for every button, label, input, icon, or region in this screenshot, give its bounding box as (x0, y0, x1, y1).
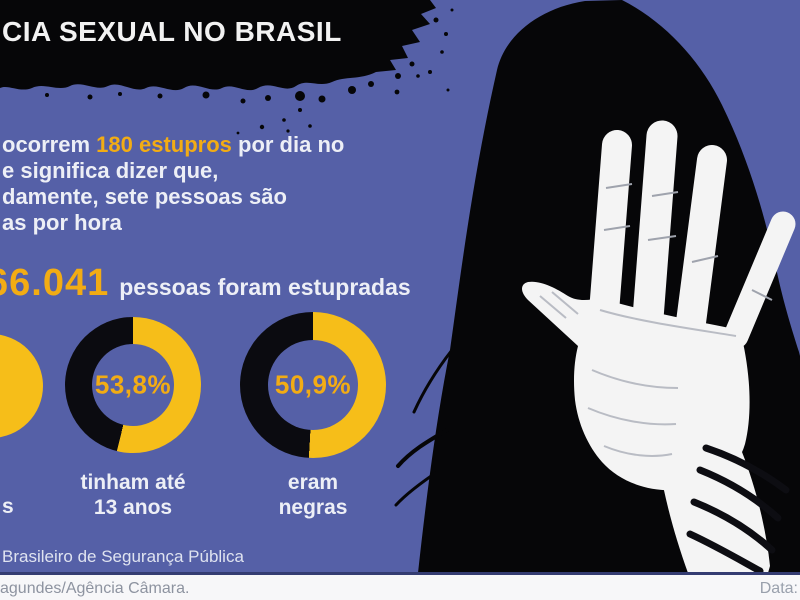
intro-line-3: damente, sete pessoas são (2, 184, 287, 209)
ring-finger (675, 145, 727, 345)
donut-2-label: tinham até 13 anos (80, 471, 186, 519)
footer-strip: agundes/Agência Câmara. Data: (0, 572, 800, 600)
hair-over-wrist (686, 444, 790, 573)
footer-credit: agundes/Agência Câmara. (0, 580, 190, 597)
donut-chart-tinham-ate-13-anos: 53,8% (65, 317, 201, 453)
donut-hole (268, 340, 358, 430)
hair-wisp (412, 348, 454, 414)
pinky-finger (723, 211, 796, 349)
donut-chart-1-cutoff (0, 334, 43, 438)
donut-3-label: eram negras (278, 471, 348, 519)
source-text: Brasileiro de Segurança Pública (2, 547, 244, 566)
intro-line-4: as por hora (2, 210, 122, 235)
donut-percent-label: 53,8% (94, 369, 172, 400)
hand-sketch-lines (539, 291, 737, 457)
stat-number: 66.041 (0, 262, 110, 304)
intro-line-2: e significa dizer que, (2, 158, 219, 183)
stat-text: pessoas foram estupradas (119, 274, 411, 300)
intro-line-1: ocorrem 180 estupros por dia no (2, 132, 345, 157)
donut-chart-eram-negras: 50,9% (240, 312, 386, 458)
donut-percent-label: 50,9% (274, 369, 352, 400)
intro-text: ocorrem 180 estupros por dia no e signif… (2, 132, 344, 236)
hair-wisp (394, 468, 442, 507)
donut-hole (92, 344, 174, 426)
finger-creases (603, 183, 773, 301)
donut-1-label-fragment: s (2, 495, 14, 518)
footer-date-label: Data: (759, 580, 798, 597)
raised-hand (522, 120, 796, 573)
highlight-180-estupros: 180 estupros (96, 132, 232, 157)
ink-spatter-dots (45, 8, 454, 135)
stop-hand-silhouette-illustration (394, 0, 800, 573)
middle-finger (632, 120, 678, 334)
headline-stat: 66.041 pessoas foram estupradas (0, 262, 411, 305)
hair-wisp (396, 428, 449, 468)
ink-brush-banner (0, 0, 454, 135)
page-title: CIA SEXUAL NO BRASIL (2, 16, 342, 47)
